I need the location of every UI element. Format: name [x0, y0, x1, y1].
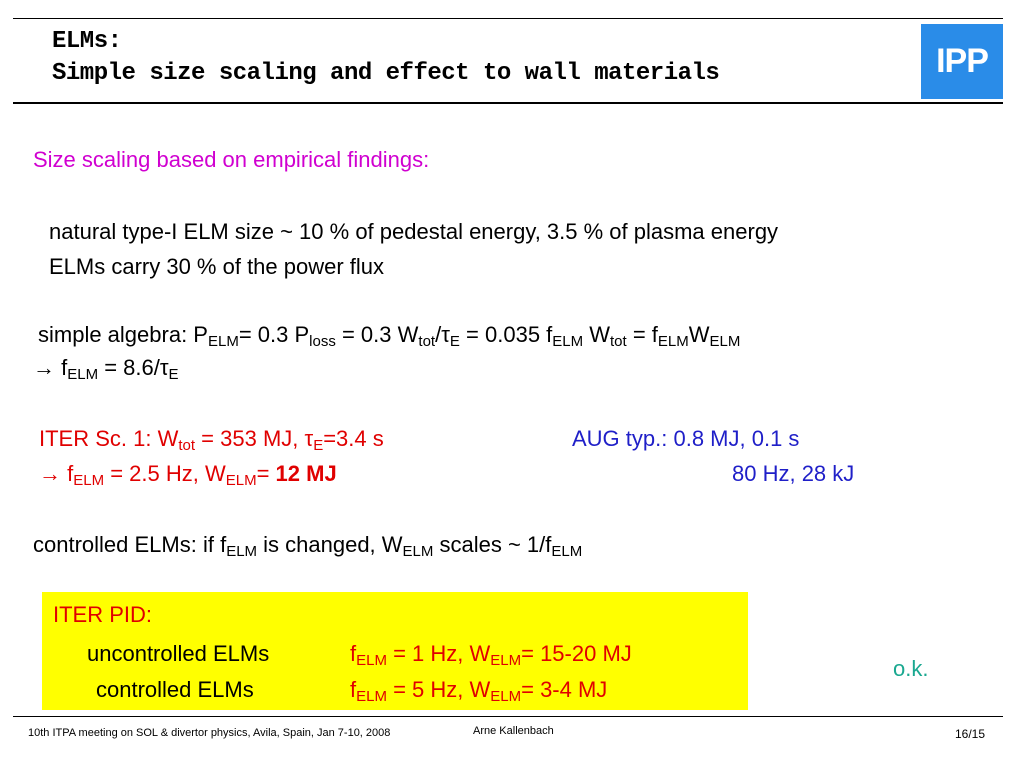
algebra-line: simple algebra: PELM= 0.3 Ploss = 0.3 Wt… [38, 322, 741, 350]
iter-text: = 353 MJ, τ [195, 426, 314, 451]
result-text: → f [33, 355, 68, 380]
algebra-text: = 0.035 f [459, 322, 553, 347]
slide-title-line2: Simple size scaling and effect to wall m… [52, 60, 720, 87]
box-text: = 1 Hz, W [386, 641, 491, 666]
controlled-text: controlled ELMs: if f [33, 532, 227, 557]
iter-pid-title: ITER PID: [53, 602, 153, 627]
result-sub: ELM [67, 366, 99, 383]
controlled-text: scales ~ 1/f [433, 532, 552, 557]
algebra-sub: ELM [207, 333, 239, 350]
controlled-sub: ELM [226, 543, 258, 560]
iter-sub: tot [178, 437, 196, 454]
iter-scenario-line: ITER Sc. 1: Wtot = 353 MJ, τE=3.4 s [39, 426, 384, 454]
algebra-sub: ELM [657, 333, 689, 350]
iter-text: = [256, 461, 276, 486]
algebra-text: = 0.3 W [335, 322, 419, 347]
footer-meeting: 10th ITPA meeting on SOL & divertor phys… [28, 727, 391, 739]
box-sub: ELM [490, 688, 522, 705]
controlled-sub: ELM [551, 543, 583, 560]
power-flux-line: ELMs carry 30 % of the power flux [49, 254, 385, 279]
box-text: = 15-20 MJ [521, 641, 632, 666]
footer-author: Arne Kallenbach [473, 725, 554, 737]
uncontrolled-label: uncontrolled ELMs [87, 641, 270, 666]
aug-values-line: 80 Hz, 28 kJ [732, 461, 855, 486]
iter-pid-box [42, 592, 748, 710]
algebra-sub: loss [309, 333, 336, 350]
algebra-sub: ELM [552, 333, 584, 350]
felm-result-line: → fELM = 8.6/τE [33, 355, 179, 383]
iter-sub: E [313, 437, 324, 454]
ipp-logo: IPP [921, 24, 1003, 99]
algebra-text: simple algebra: P [38, 322, 208, 347]
uncontrolled-values: fELM = 1 Hz, WELM= 15-20 MJ [350, 641, 632, 669]
box-text: = 3-4 MJ [521, 677, 608, 702]
iter-sub: ELM [225, 472, 257, 489]
box-text: = 5 Hz, W [386, 677, 491, 702]
iter-text: = 2.5 Hz, W [104, 461, 226, 486]
controlled-sub: ELM [402, 543, 434, 560]
box-sub: ELM [490, 652, 522, 669]
box-sub: ELM [356, 688, 387, 705]
algebra-text: = 0.3 P [238, 322, 310, 347]
header-top-rule [13, 18, 1003, 19]
iter-text: =3.4 s [323, 426, 384, 451]
algebra-sub: tot [418, 333, 436, 350]
box-text: f [350, 677, 357, 702]
algebra-sub: tot [610, 333, 627, 350]
aug-typical-line: AUG typ.: 0.8 MJ, 0.1 s [572, 426, 800, 451]
controlled-values: fELM = 5 Hz, WELM= 3-4 MJ [350, 677, 608, 705]
algebra-text: W [688, 322, 710, 347]
section-heading: Size scaling based on empirical findings… [33, 147, 430, 172]
algebra-text: = f [626, 322, 658, 347]
header-bottom-rule [13, 102, 1003, 104]
controlled-label: controlled ELMs [96, 677, 254, 702]
iter-text: ITER Sc. 1: W [39, 426, 179, 451]
elm-size-line: natural type-I ELM size ~ 10 % of pedest… [49, 219, 779, 244]
result-text: = 8.6/τ [98, 355, 169, 380]
controlled-text: is changed, W [257, 532, 403, 557]
algebra-text: /τ [435, 322, 450, 347]
footer-page-number: 16/15 [955, 727, 986, 741]
iter-text: → f [39, 461, 74, 486]
algebra-sub: E [449, 333, 460, 350]
controlled-elms-line: controlled ELMs: if fELM is changed, WEL… [33, 532, 583, 560]
algebra-sub: ELM [709, 333, 741, 350]
iter-result-line: → fELM = 2.5 Hz, WELM= 12 MJ [39, 461, 337, 489]
box-text: f [350, 641, 357, 666]
slide-title-line1: ELMs: [52, 28, 122, 55]
iter-sub: ELM [73, 472, 105, 489]
iter-wem-value: 12 MJ [275, 461, 337, 486]
box-sub: ELM [356, 652, 387, 669]
footer-rule [13, 716, 1003, 717]
algebra-text: W [583, 322, 611, 347]
result-sub: E [168, 366, 179, 383]
ok-label: o.k. [893, 656, 929, 681]
